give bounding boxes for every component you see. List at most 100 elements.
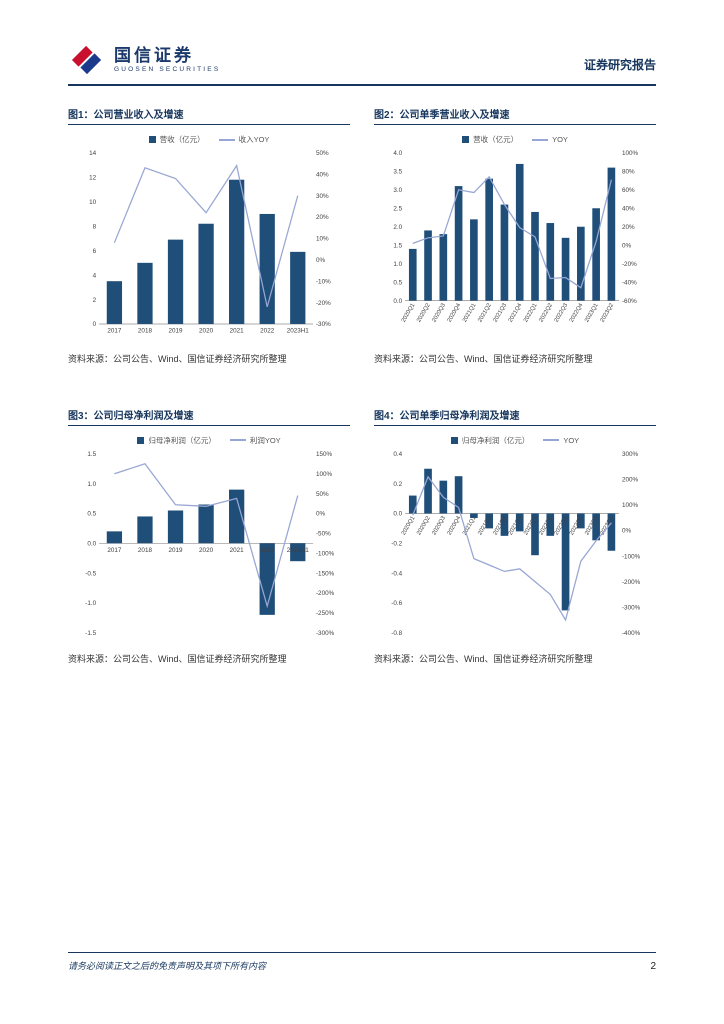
- svg-text:6: 6: [93, 248, 97, 255]
- svg-text:150%: 150%: [316, 451, 333, 458]
- svg-text:2021: 2021: [230, 547, 245, 554]
- svg-text:-40%: -40%: [622, 279, 637, 286]
- svg-text:14: 14: [89, 150, 97, 157]
- svg-text:-10%: -10%: [316, 278, 331, 285]
- svg-text:-400%: -400%: [622, 630, 641, 637]
- line-legend-item: YOY: [543, 436, 579, 445]
- figure-2-legend: 营收（亿元） YOY: [374, 134, 656, 145]
- figure-3-title: 图3：公司归母净利润及增速: [68, 407, 350, 426]
- svg-text:-50%: -50%: [316, 530, 331, 537]
- svg-text:0: 0: [93, 321, 97, 328]
- brand-text: 国信证券 GUOSEN SECURITIES: [114, 45, 221, 74]
- brand-name-cn: 国信证券: [114, 45, 194, 65]
- svg-text:0.5: 0.5: [87, 510, 96, 517]
- figure-4-title: 图4：公司单季归母净利润及增速: [374, 407, 656, 426]
- svg-text:2020Q4: 2020Q4: [447, 514, 463, 536]
- figure-2-chart: 4.0 3.5 3.0 2.5 2.0 1.5 1.0 0.5 0.0 100% 80% 60% 40%…: [393, 150, 639, 324]
- brand-name-en: GUOSEN SECURITIES: [114, 65, 221, 73]
- figure-1-source: 资料来源：公司公告、Wind、国信证券经济研究所整理: [68, 353, 287, 364]
- svg-text:2: 2: [93, 297, 97, 304]
- svg-text:-60%: -60%: [622, 298, 637, 305]
- svg-text:-1.0: -1.0: [85, 600, 96, 607]
- figure-3-legend: 归母净利润（亿元） 利润YOY: [68, 435, 350, 446]
- svg-text:-0.2: -0.2: [391, 540, 402, 547]
- svg-text:-0.5: -0.5: [85, 570, 96, 577]
- bar-swatch-icon: [450, 436, 458, 444]
- svg-text:2018: 2018: [138, 328, 153, 335]
- svg-text:2022: 2022: [260, 547, 275, 554]
- svg-text:2020Q1: 2020Q1: [401, 515, 417, 536]
- svg-text:8: 8: [93, 223, 97, 230]
- bar-swatch-icon: [148, 136, 156, 143]
- svg-text:2022Q4: 2022Q4: [569, 302, 585, 324]
- svg-text:2018: 2018: [138, 547, 153, 554]
- svg-text:300%: 300%: [622, 451, 639, 458]
- svg-text:-300%: -300%: [316, 630, 335, 637]
- svg-text:2022Q1: 2022Q1: [523, 303, 539, 324]
- figure-4-source: 资料来源：公司公告、Wind、国信证券经济研究所整理: [374, 654, 593, 665]
- svg-text:0%: 0%: [622, 527, 632, 534]
- svg-text:10%: 10%: [316, 236, 329, 243]
- svg-text:100%: 100%: [622, 150, 639, 157]
- figure-1-chart: 14 12 10 8 6 4 2 0 50% 40% 30% 20% 10% 0% -10% -20% -30%…: [89, 150, 331, 335]
- svg-text:-20%: -20%: [316, 300, 331, 307]
- svg-text:60%: 60%: [622, 187, 635, 194]
- svg-text:-1.5: -1.5: [85, 630, 96, 637]
- svg-text:2017: 2017: [107, 547, 122, 554]
- figures-grid: 图1：公司营业收入及增速 营收（亿元） 收入YOY 14 12 10 8 6 4 2 0 50%…: [68, 106, 656, 665]
- svg-text:-0.8: -0.8: [391, 630, 402, 637]
- bar-swatch-icon: [462, 136, 470, 143]
- svg-text:-200%: -200%: [622, 578, 641, 585]
- figure-2-panel: 图2：公司单季营业收入及增速 营收（亿元） YOY 4.0 3.5 3.0 2.5 2.…: [374, 106, 656, 365]
- svg-text:3.0: 3.0: [393, 187, 402, 194]
- svg-text:100%: 100%: [316, 470, 333, 477]
- svg-text:30%: 30%: [316, 193, 329, 200]
- svg-text:2023Q1: 2023Q1: [584, 303, 600, 324]
- svg-text:2.5: 2.5: [393, 205, 402, 212]
- svg-text:2.0: 2.0: [393, 224, 402, 231]
- svg-text:2021Q2: 2021Q2: [477, 303, 493, 324]
- svg-text:80%: 80%: [622, 169, 635, 176]
- line-legend-item: 收入YOY: [218, 134, 270, 145]
- figure-3-chart: 1.5 1.0 0.5 0.0 -0.5 -1.0 -1.5 150% 100% 50% 0% -50…: [85, 451, 335, 637]
- svg-text:-150%: -150%: [316, 570, 335, 577]
- svg-text:0.0: 0.0: [393, 510, 402, 517]
- svg-text:20%: 20%: [316, 214, 329, 221]
- report-type-label: 证券研究报告: [583, 58, 656, 72]
- svg-text:2019: 2019: [168, 328, 183, 335]
- svg-text:-0.4: -0.4: [391, 570, 402, 577]
- line-legend-label: 利润YOY: [249, 435, 281, 445]
- svg-text:200%: 200%: [622, 476, 639, 483]
- svg-text:2021Q4: 2021Q4: [508, 302, 524, 324]
- svg-text:20%: 20%: [622, 224, 635, 231]
- svg-text:0%: 0%: [316, 510, 326, 517]
- svg-text:2020Q4: 2020Q4: [447, 302, 463, 324]
- figure-3-source: 资料来源：公司公告、Wind、国信证券经济研究所整理: [68, 654, 287, 665]
- report-page: 国信证券 GUOSEN SECURITIES 证券研究报告 图1：公司营业收入及…: [68, 45, 656, 665]
- figure-2-title: 图2：公司单季营业收入及增速: [374, 106, 656, 125]
- svg-text:4.0: 4.0: [393, 150, 402, 157]
- figure-1-legend: 营收（亿元） 收入YOY: [68, 134, 350, 145]
- line-legend-label: YOY: [563, 435, 580, 445]
- svg-text:2020Q1: 2020Q1: [401, 303, 417, 324]
- svg-text:2023Q2: 2023Q2: [600, 303, 616, 324]
- svg-text:50%: 50%: [316, 150, 329, 157]
- svg-text:40%: 40%: [316, 171, 329, 178]
- svg-text:1.5: 1.5: [393, 242, 402, 249]
- svg-text:-200%: -200%: [316, 590, 335, 597]
- figure-2-source: 资料来源：公司公告、Wind、国信证券经济研究所整理: [374, 353, 593, 364]
- svg-text:0%: 0%: [316, 257, 326, 264]
- figure-1-title: 图1：公司营业收入及增速: [68, 106, 350, 125]
- svg-text:1.5: 1.5: [87, 451, 96, 458]
- svg-text:1.0: 1.0: [87, 480, 96, 487]
- footer-disclaimer: 请务必阅读正文之后的免责声明及其项下所有内容: [68, 961, 267, 971]
- svg-text:2021: 2021: [230, 328, 245, 335]
- svg-text:-30%: -30%: [316, 321, 331, 328]
- page-footer: 请务必阅读正文之后的免责声明及其项下所有内容 2: [68, 952, 656, 972]
- figure-1-panel: 图1：公司营业收入及增速 营收（亿元） 收入YOY 14 12 10 8 6 4 2 0 50%…: [68, 106, 350, 365]
- line-legend-label: 收入YOY: [238, 135, 270, 144]
- svg-text:0.0: 0.0: [87, 540, 96, 547]
- svg-text:-20%: -20%: [622, 261, 637, 268]
- svg-text:50%: 50%: [316, 490, 329, 497]
- bar-legend-label: 归母净利润（亿元）: [461, 435, 530, 445]
